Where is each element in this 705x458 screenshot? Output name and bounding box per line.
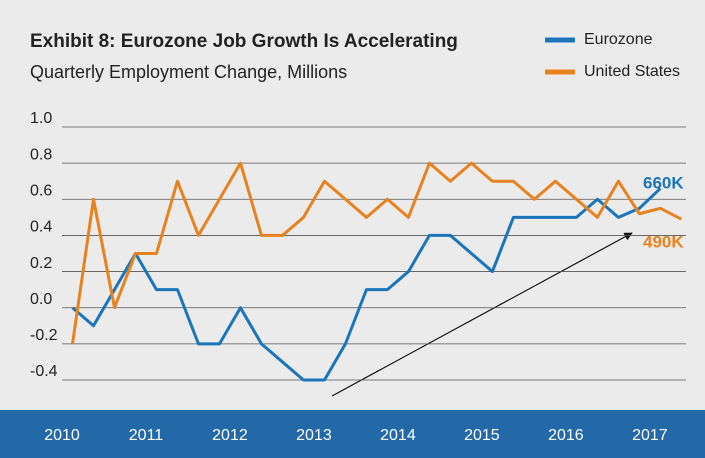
- chart-title: Exhibit 8: Eurozone Job Growth Is Accele…: [30, 31, 458, 52]
- legend-label: United States: [584, 63, 680, 80]
- y-tick-label: 0.4: [30, 219, 52, 236]
- x-tick-label: 2013: [296, 427, 332, 444]
- y-tick-label: 0.0: [30, 291, 52, 308]
- x-tick-label: 2012: [212, 427, 248, 444]
- x-tick-label: 2016: [548, 427, 584, 444]
- series-line: [71, 161, 683, 345]
- x-tick-label: 2011: [129, 427, 164, 444]
- year-band: [0, 410, 705, 458]
- y-tick-label: 1.0: [30, 110, 52, 127]
- x-tick-label: 2015: [464, 427, 500, 444]
- annotation: 490K: [643, 232, 684, 251]
- annotation: 660K: [643, 173, 684, 192]
- x-tick-label: 2017: [632, 427, 668, 444]
- y-tick-label: 0.2: [30, 255, 52, 272]
- trend-arrow: [331, 232, 633, 397]
- legend-label: Eurozone: [584, 31, 653, 48]
- chart-subtitle: Quarterly Employment Change, Millions: [30, 62, 347, 82]
- y-tick-label: -0.2: [30, 327, 58, 344]
- x-tick-label: 2014: [380, 427, 416, 444]
- y-tick-label: -0.4: [30, 363, 58, 380]
- series-line: [71, 187, 662, 382]
- x-tick-label: 2010: [44, 427, 80, 444]
- y-tick-label: 0.8: [30, 146, 52, 163]
- y-tick-label: 0.6: [30, 183, 52, 200]
